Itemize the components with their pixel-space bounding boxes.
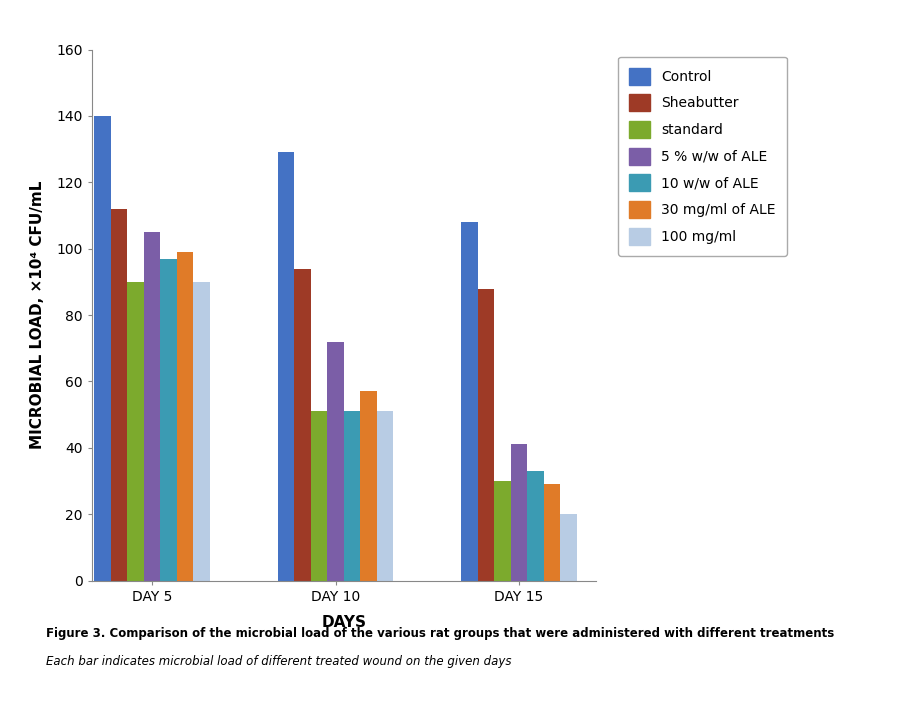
Bar <box>127 282 144 581</box>
Bar <box>193 282 210 581</box>
Bar <box>511 445 527 581</box>
Bar <box>360 392 377 581</box>
Bar <box>177 252 193 581</box>
Bar <box>377 411 393 581</box>
Y-axis label: MICROBIAL LOAD, ×10⁴ CFU/mL: MICROBIAL LOAD, ×10⁴ CFU/mL <box>30 181 45 450</box>
Bar <box>527 471 544 581</box>
X-axis label: DAYS: DAYS <box>321 615 367 629</box>
Bar <box>344 411 360 581</box>
Bar <box>94 116 111 581</box>
Bar <box>544 484 560 581</box>
Bar <box>478 289 494 581</box>
Bar <box>278 152 294 581</box>
Bar <box>294 268 311 581</box>
Legend: Control, Sheabutter, standard, 5 % w/w of ALE, 10 w/w of ALE, 30 mg/ml of ALE, 1: Control, Sheabutter, standard, 5 % w/w o… <box>618 57 787 256</box>
Bar <box>560 514 577 581</box>
Bar <box>494 481 511 581</box>
Bar <box>160 258 177 581</box>
Bar <box>111 209 127 581</box>
Bar <box>461 222 478 581</box>
Bar <box>327 342 344 581</box>
Bar <box>311 411 327 581</box>
Bar <box>144 232 160 581</box>
Text: Each bar indicates microbial load of different treated wound on the given days: Each bar indicates microbial load of dif… <box>46 655 512 668</box>
Text: Figure 3. Comparison of the microbial load of the various rat groups that were a: Figure 3. Comparison of the microbial lo… <box>46 627 834 639</box>
